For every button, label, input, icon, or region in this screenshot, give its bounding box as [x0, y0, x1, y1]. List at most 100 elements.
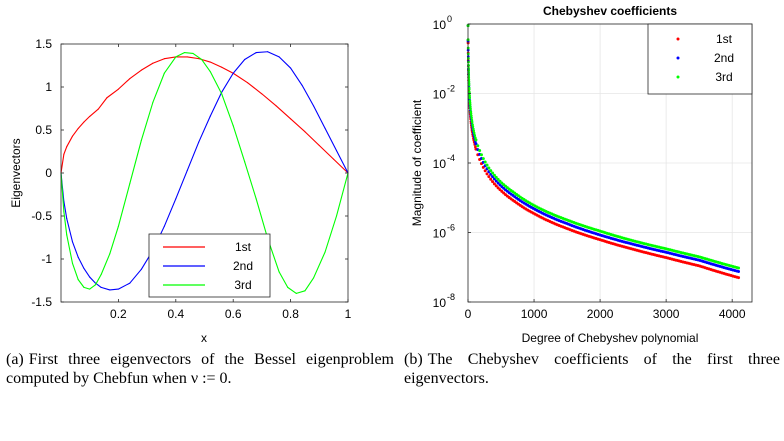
- series-1-point: [485, 172, 489, 176]
- series-3-point: [485, 163, 489, 167]
- series-2-segment: [77, 256, 85, 270]
- caption-a: (a) First three eigenvectors of the Besse…: [6, 350, 394, 388]
- series-3-point: [474, 136, 477, 139]
- series-2-segment: [186, 141, 200, 171]
- series-1-segment: [261, 93, 277, 107]
- series-2-segment: [109, 288, 119, 291]
- x-tick-label: 0: [465, 307, 472, 321]
- series-3-point: [468, 96, 472, 100]
- x-tick-label: 2000: [587, 307, 614, 321]
- series-1-segment: [117, 78, 131, 90]
- series-3-segment: [63, 211, 68, 236]
- series-1-point: [494, 184, 498, 188]
- x-tick-label: 1000: [521, 307, 548, 321]
- y-tick-label: 10: [433, 227, 447, 241]
- y-tick-label: 10: [433, 88, 447, 102]
- series-3-segment: [83, 286, 91, 290]
- series-3-segment: [209, 70, 223, 95]
- series-3-segment: [89, 284, 96, 290]
- series-1-segment: [66, 135, 74, 148]
- series-1-point: [489, 177, 493, 181]
- series-3-segment: [232, 125, 246, 163]
- series-2-segment: [209, 91, 223, 117]
- series-1-segment: [63, 146, 68, 155]
- series-3-point: [472, 131, 476, 135]
- series-3-point: [491, 171, 495, 175]
- series-1-segment: [186, 56, 200, 60]
- series-1-segment: [209, 61, 223, 68]
- series-2-segment: [100, 286, 111, 291]
- series-3-segment: [221, 93, 234, 127]
- x-tick-label: 0.4: [167, 307, 184, 321]
- series-lines: [60, 51, 349, 294]
- series-3-point: [476, 144, 480, 148]
- series-1-point: [737, 276, 741, 280]
- y-axis-label: Eigenvectors: [9, 138, 23, 207]
- series-3-segment: [66, 234, 74, 264]
- series-1-segment: [304, 131, 320, 147]
- series-3-point: [471, 123, 474, 126]
- series-3-segment: [60, 172, 65, 213]
- y-tick-label: 1: [45, 80, 52, 94]
- legend-swatch: [676, 75, 680, 79]
- series-3-point: [472, 129, 476, 133]
- series-3-point: [468, 103, 472, 106]
- series-3-point: [469, 112, 473, 115]
- series-3-point: [483, 160, 487, 164]
- y-tick-label: 10: [433, 157, 447, 171]
- y-tick-label: 10: [433, 18, 447, 32]
- legend-swatch: [676, 37, 680, 41]
- legend-label: 2nd: [233, 259, 253, 273]
- series-2-segment: [129, 268, 142, 284]
- y-tick-label: -1: [41, 252, 52, 266]
- series-3-segment: [175, 52, 185, 58]
- series-3-point: [467, 63, 470, 67]
- legend-label: 1st: [235, 240, 252, 254]
- series-3-segment: [163, 56, 177, 74]
- y-tick-exponent: -4: [447, 153, 455, 163]
- series-1-segment: [83, 115, 91, 123]
- series-2-segment: [267, 51, 280, 58]
- series-3-segment: [278, 271, 289, 288]
- series-3-point: [479, 153, 483, 157]
- series-2-segment: [175, 169, 188, 200]
- y-tick-label: -1.5: [31, 295, 52, 309]
- y-tick-label: 0: [45, 166, 52, 180]
- series-3-segment: [152, 72, 165, 104]
- caption-b: (b) The Chebyshev coefficients of the fir…: [404, 350, 780, 388]
- caption-b-text: The Chebyshev coefficients of the first …: [404, 351, 780, 387]
- caption-b-tag: (b): [404, 351, 423, 368]
- series-3-point: [473, 134, 477, 137]
- series-2-point: [474, 142, 478, 146]
- y-tick-exponent: 0: [447, 14, 452, 24]
- series-3-point: [478, 149, 482, 153]
- series-3-point: [470, 120, 474, 124]
- caption-a-tag: (a): [6, 351, 24, 368]
- series-1-point: [492, 182, 496, 186]
- y-axis-label: Magnitude of coefficient: [410, 99, 424, 226]
- series-3-point: [470, 116, 473, 120]
- legend-label: 1st: [716, 32, 733, 46]
- x-tick-label: 0.8: [282, 307, 299, 321]
- series-3-segment: [71, 262, 79, 281]
- series-2-segment: [255, 51, 269, 54]
- series-dots: [466, 24, 741, 280]
- series-3-point: [492, 173, 496, 177]
- caption-a-text: First three eigenvectors of the Bessel e…: [6, 351, 394, 387]
- chart-title: Chebyshev coefficients: [543, 4, 677, 18]
- series-1-segment: [163, 56, 177, 60]
- series-3-point: [467, 88, 471, 91]
- series-3-segment: [140, 101, 154, 141]
- series-2-segment: [335, 150, 349, 174]
- series-3-segment: [201, 58, 211, 73]
- series-2-segment: [232, 58, 246, 74]
- series-3-point: [470, 114, 473, 117]
- series-2-segment: [198, 115, 211, 143]
- y-tick-label: 10: [433, 296, 447, 310]
- x-tick-label: 3000: [653, 307, 680, 321]
- series-1-segment: [152, 58, 165, 64]
- series-3-segment: [324, 215, 338, 253]
- legend: 1st 2nd 3rd: [647, 23, 753, 95]
- series-1-segment: [77, 121, 85, 130]
